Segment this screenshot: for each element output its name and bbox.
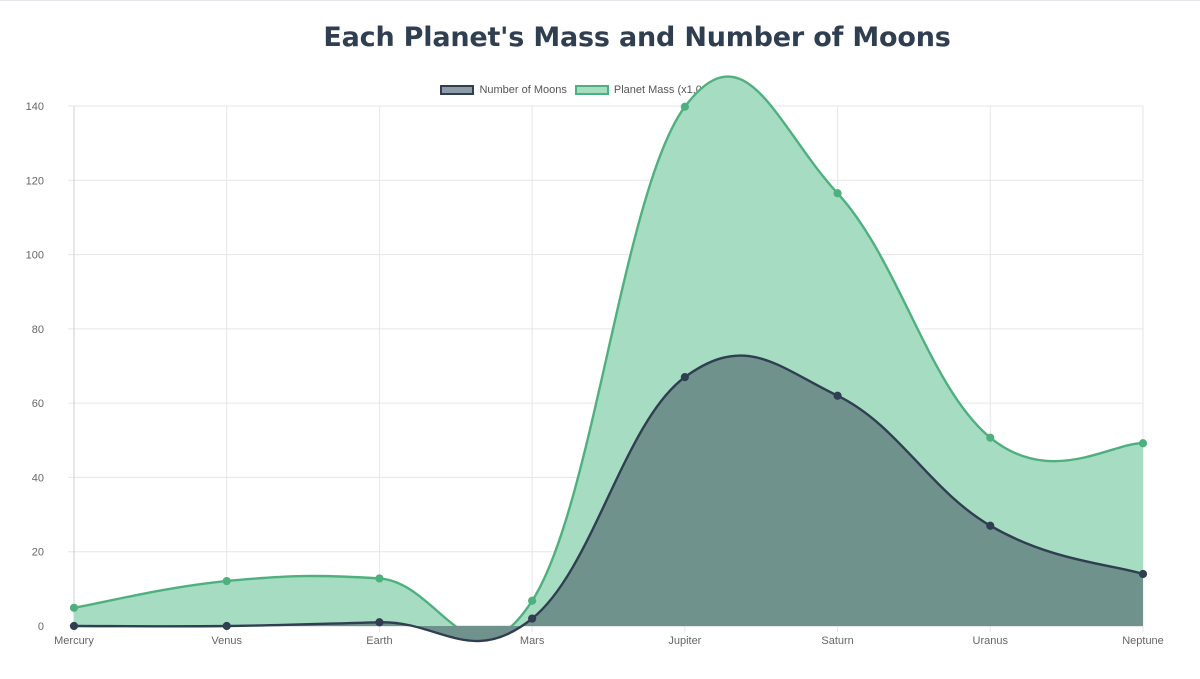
data-point-mass: [69, 603, 79, 612]
x-tick-label: Neptune: [1122, 635, 1164, 647]
x-tick-label: Uranus: [973, 635, 1009, 647]
chart-title: Each Planet's Mass and Number of Moons: [323, 22, 951, 53]
data-point-moons: [375, 618, 384, 627]
x-tick-label: Saturn: [821, 635, 853, 647]
x-tick-label: Mercury: [54, 635, 94, 647]
y-tick-label: 0: [38, 621, 44, 633]
y-tick-label: 140: [26, 101, 44, 113]
legend-swatch-mass: [574, 85, 609, 95]
x-tick-label: Jupiter: [668, 635, 701, 647]
data-point-mass: [833, 189, 842, 198]
legend-item-moons[interactable]: Number of Moons: [440, 84, 567, 96]
data-point-moons: [528, 614, 537, 623]
y-tick-label: 80: [32, 324, 44, 336]
x-tick-label: Mars: [520, 635, 545, 647]
data-point-moons: [1138, 569, 1148, 579]
data-point-mass: [986, 433, 995, 442]
data-point-moons: [680, 373, 689, 382]
data-point-moons: [833, 391, 842, 400]
data-point-mass: [222, 576, 231, 586]
data-point-mass: [680, 102, 689, 111]
data-point-mass: [375, 574, 384, 583]
y-tick-label: 20: [32, 547, 44, 559]
series-line-mass: [73, 75, 1144, 640]
y-tick-label: 40: [32, 472, 44, 484]
data-point-moons: [222, 621, 231, 631]
data-point-moons: [986, 521, 995, 530]
y-tick-label: 60: [32, 398, 44, 410]
data-point-mass: [528, 596, 537, 605]
legend-label-moons: Number of Moons: [479, 84, 567, 96]
y-tick-label: 100: [26, 250, 44, 262]
top-border: [0, 0, 1200, 1]
series-line-moons: [73, 354, 1144, 643]
data-point-mass: [1138, 439, 1148, 448]
data-point-moons: [69, 621, 79, 631]
legend-swatch-moons: [440, 85, 475, 95]
x-tick-label: Earth: [366, 635, 392, 647]
x-tick-label: Venus: [211, 635, 242, 647]
y-tick-label: 120: [26, 175, 44, 187]
